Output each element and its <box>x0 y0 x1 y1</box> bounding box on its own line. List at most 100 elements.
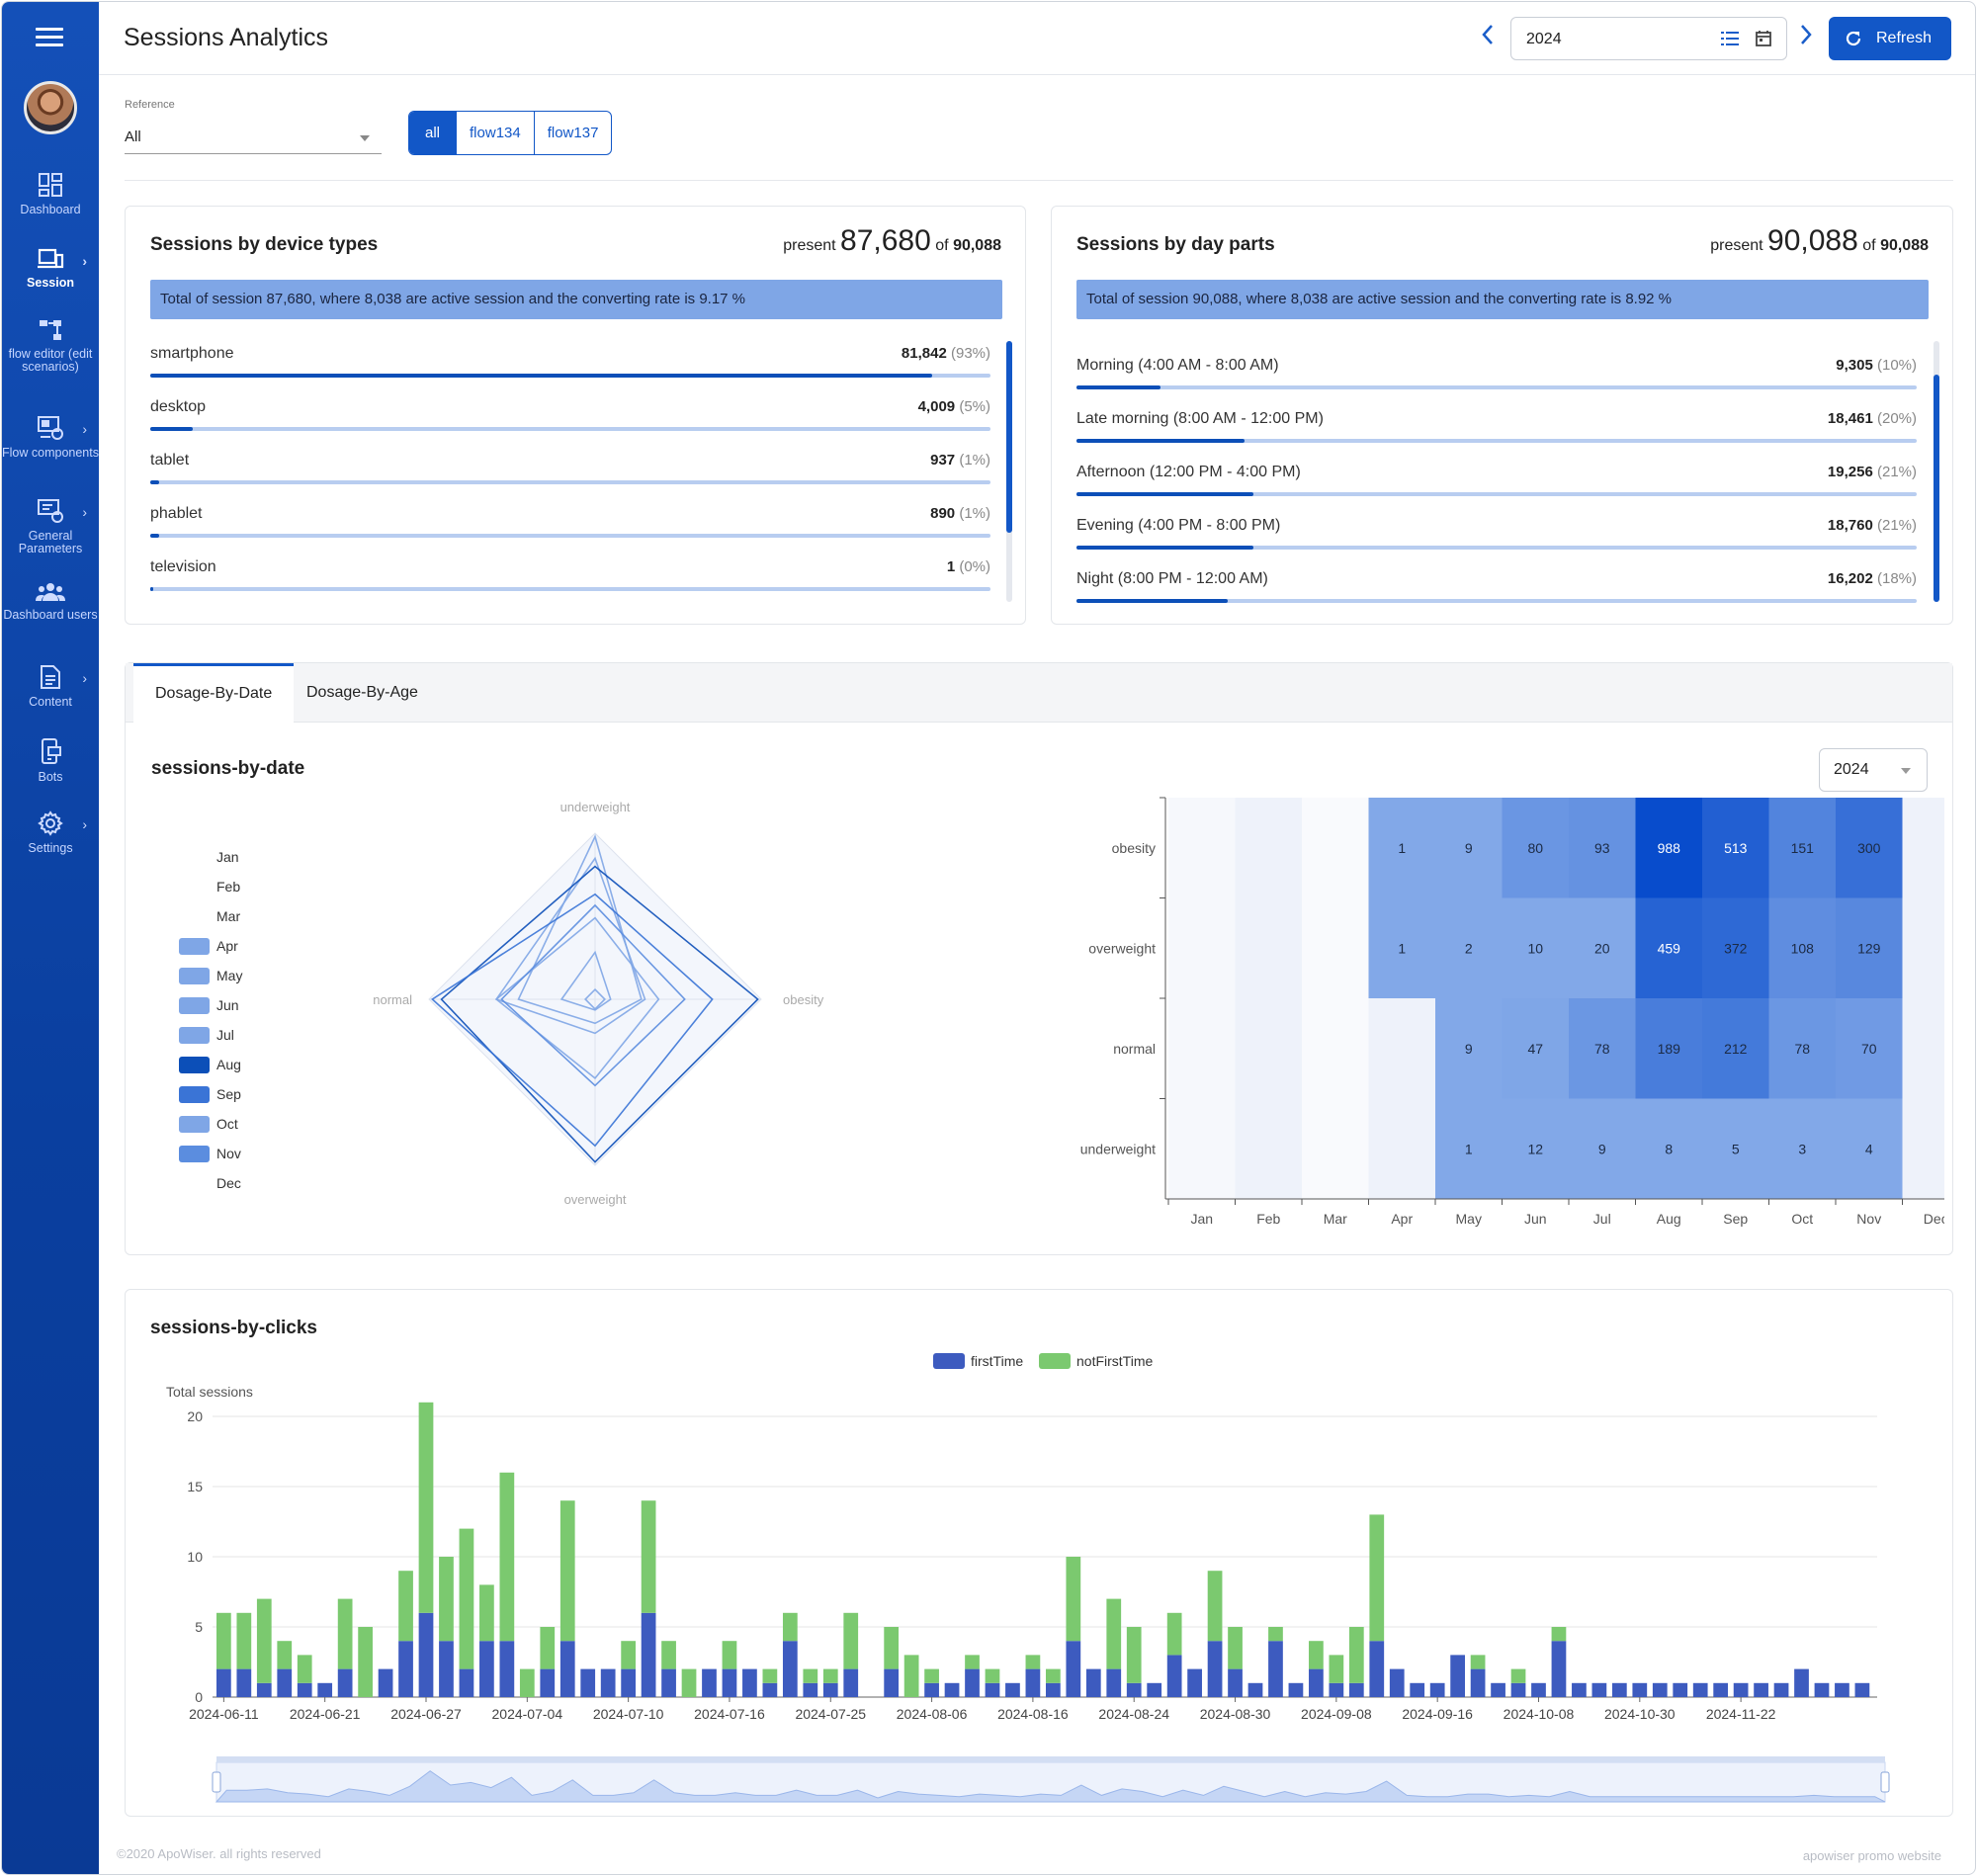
year-input[interactable]: 2024 <box>1510 17 1787 60</box>
bar-firsttime <box>1450 1655 1466 1697</box>
bar-notfirsttime <box>985 1668 1000 1683</box>
x-tick-label: 2024-07-10 <box>593 1706 664 1722</box>
reference-select[interactable]: All <box>125 123 382 154</box>
bar-firsttime <box>337 1668 353 1697</box>
year-input-value: 2024 <box>1526 31 1562 47</box>
present-summary: present 90,088 of 90,088 <box>1710 224 1929 258</box>
y-tick-label: 5 <box>195 1619 203 1635</box>
refresh-button[interactable]: Refresh <box>1829 17 1951 60</box>
scrollbar-thumb[interactable] <box>1934 375 1939 602</box>
footer-link[interactable]: apowiser promo website <box>1802 1848 1941 1863</box>
card-title: Sessions by device types <box>150 234 379 255</box>
x-tick-label: 2024-07-16 <box>694 1706 765 1722</box>
bar-firsttime <box>1228 1668 1243 1697</box>
sidebar-item-label: flow editor (edit scenarios) <box>8 347 93 374</box>
summary-banner: Total of session 90,088, where 8,038 are… <box>1076 280 1929 319</box>
row-value: 16,202 (18%) <box>1828 570 1917 587</box>
sidebar-item-general-parameters[interactable]: General Parameters › <box>2 498 99 555</box>
sidebar-item-session[interactable]: Session › <box>2 247 99 290</box>
bar-firsttime <box>1652 1682 1668 1697</box>
bar-firsttime <box>479 1641 494 1697</box>
bar-notfirsttime <box>782 1612 798 1642</box>
heatmap-cell <box>1435 897 1503 999</box>
list-item: desktop 4,009 (5%) <box>150 394 990 448</box>
bar-firsttime <box>782 1641 798 1697</box>
list-icon[interactable] <box>1721 31 1739 46</box>
row-value: 1 (0%) <box>947 558 990 575</box>
sidebar-item-bots[interactable]: Bots <box>2 737 99 784</box>
reference-label: Reference <box>125 99 175 111</box>
tab-dosage-by-age[interactable]: Dosage-By-Age <box>306 684 418 701</box>
bar-firsttime <box>1126 1682 1142 1697</box>
progress-fill <box>1076 546 1253 550</box>
prev-year-button[interactable] <box>1481 24 1495 51</box>
bar-notfirsttime <box>358 1627 373 1697</box>
row-count: 16,202 <box>1827 570 1873 587</box>
sidebar-item-flow-components[interactable]: Flow components › <box>2 415 99 460</box>
sidebar-item-label: Content <box>29 695 72 709</box>
sidebar-item-content[interactable]: Content › <box>2 664 99 709</box>
scrollbar[interactable] <box>1934 341 1939 602</box>
sidebar-item-settings[interactable]: Settings › <box>2 810 99 855</box>
legend-item-notfirsttime: notFirstTime <box>1076 1353 1153 1369</box>
heatmap-x-label: Jan <box>1190 1211 1213 1227</box>
bar-notfirsttime <box>822 1668 838 1683</box>
year-select[interactable]: 2024 <box>1819 748 1928 792</box>
chart-title: sessions-by-date <box>151 758 305 779</box>
scrollbar-thumb[interactable] <box>1006 341 1012 533</box>
tab-dosage-by-date[interactable]: Dosage-By-Date <box>133 663 295 723</box>
heatmap-cell <box>1168 998 1236 1099</box>
heatmap-cell-label: 1 <box>1465 1141 1473 1156</box>
bar-notfirsttime <box>297 1655 312 1683</box>
radar-indicator-label: normal <box>373 992 412 1007</box>
heatmap-cell-label: 1 <box>1398 840 1406 856</box>
radar-series-may <box>559 950 612 1011</box>
bots-icon <box>42 738 61 764</box>
flow-components-icon <box>38 416 63 440</box>
bar-notfirsttime <box>337 1598 353 1669</box>
present-value: 87,680 <box>840 224 931 257</box>
radar-chart: underweight obesity overweight normal Jan Feb… <box>179 800 824 1207</box>
calendar-icon[interactable] <box>1755 30 1772 47</box>
heatmap-x-label: Jun <box>1524 1211 1547 1227</box>
dashboard-icon <box>39 173 62 197</box>
zoom-slider-bar[interactable] <box>216 1756 1885 1762</box>
next-year-button[interactable] <box>1799 24 1813 51</box>
bar-firsttime <box>1754 1682 1768 1697</box>
hamburger-menu-icon[interactable] <box>36 28 63 49</box>
bar-firsttime <box>378 1668 393 1697</box>
legend-swatch <box>179 997 210 1014</box>
sidebar-item-flow-editor[interactable]: flow editor (edit scenarios) <box>2 318 99 374</box>
segment-flow134[interactable]: flow134 <box>456 112 534 154</box>
avatar[interactable] <box>24 81 77 134</box>
segment-all[interactable]: all <box>409 112 457 154</box>
legend-item-dec: Dec <box>216 1175 241 1191</box>
heatmap-cell <box>1836 1098 1903 1200</box>
x-tick-label: 2024-09-08 <box>1301 1706 1372 1722</box>
bar-notfirsttime <box>1126 1627 1142 1683</box>
row-percent: (0%) <box>959 558 990 575</box>
present-word: present <box>1710 237 1763 254</box>
radar-series-aug <box>440 865 759 1163</box>
bar-firsttime <box>1531 1682 1546 1697</box>
row-label: Late morning (8:00 AM - 12:00 PM) <box>1076 410 1324 427</box>
bar-notfirsttime <box>519 1668 535 1697</box>
bar-firsttime <box>439 1641 454 1697</box>
scrollbar[interactable] <box>1006 341 1012 602</box>
zoom-handle-right[interactable] <box>1880 1771 1890 1793</box>
bar-notfirsttime <box>661 1641 676 1669</box>
bar-notfirsttime <box>884 1627 900 1669</box>
heatmap-cell <box>1768 798 1837 898</box>
bar-notfirsttime <box>1348 1627 1364 1683</box>
bar-notfirsttime <box>924 1668 939 1683</box>
radar-series-apr <box>583 987 607 1011</box>
device-types-card: Sessions by device types present 87,680 … <box>125 206 1026 625</box>
zoom-handle-left[interactable] <box>212 1771 221 1793</box>
radar-series-nov <box>500 903 686 1087</box>
segment-flow137[interactable]: flow137 <box>533 112 612 154</box>
row-label: television <box>150 558 216 575</box>
heatmap-x-label: Nov <box>1856 1211 1881 1227</box>
sidebar-item-dashboard-users[interactable]: Dashboard users <box>2 581 99 622</box>
sidebar-item-dashboard[interactable]: Dashboard <box>2 172 99 216</box>
bar-notfirsttime <box>1066 1557 1081 1642</box>
